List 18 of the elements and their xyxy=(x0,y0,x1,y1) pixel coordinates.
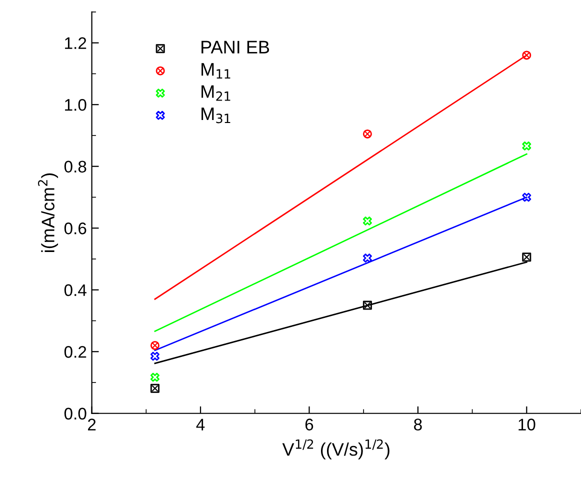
y-axis-title: i(mA/cm$^{2}$) xyxy=(38,173,58,252)
y-tick-label: 1.0 xyxy=(65,99,86,111)
x-tick-label: 2 xyxy=(88,418,96,430)
y-tick-label: 0.6 xyxy=(64,222,86,234)
y-tick-label: 1.2 xyxy=(65,37,86,49)
x-tick-label: 4 xyxy=(196,418,205,430)
legend-label: M$_{21}$ xyxy=(202,85,230,101)
y-tick-label: 0.4 xyxy=(64,284,86,296)
x-axis-title: V$^{1/2}$ ((V/s)$^{1/2}$) xyxy=(282,439,390,460)
y-tick-label: 0.0 xyxy=(64,408,86,420)
legend-label: M$_{31}$ xyxy=(202,108,230,124)
x-tick-label: 8 xyxy=(414,418,422,430)
y-tick-label: 0.8 xyxy=(64,160,86,173)
x-tick-label: 6 xyxy=(305,418,314,430)
legend-label: PANI EB xyxy=(202,40,270,54)
x-tick-label: 10 xyxy=(518,418,536,430)
y-tick-label: 0.2 xyxy=(64,346,86,358)
legend-label: M$_{11}$ xyxy=(202,63,230,79)
